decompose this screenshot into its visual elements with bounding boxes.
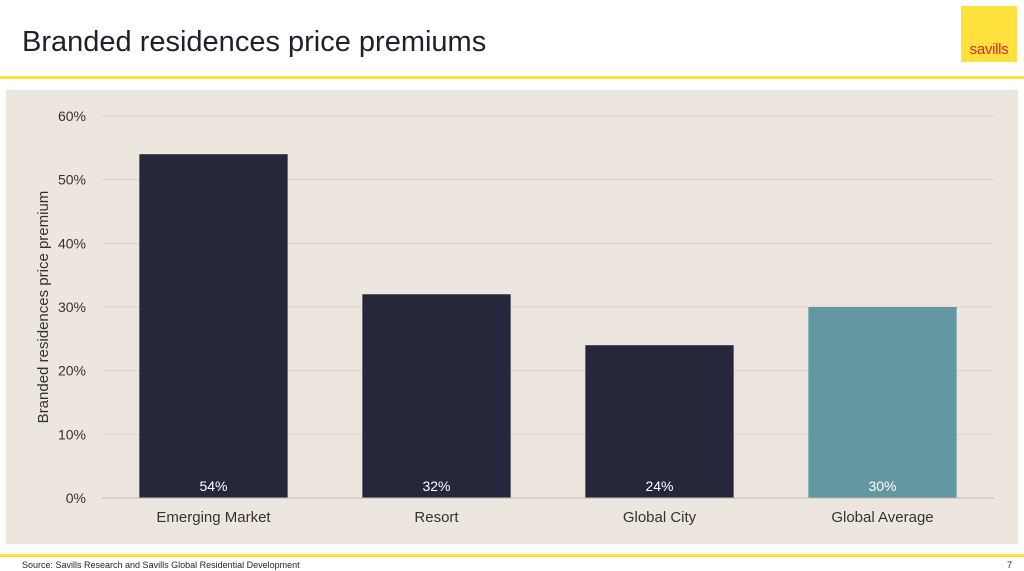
data-label: 54% <box>199 478 227 494</box>
y-tick-label: 30% <box>58 299 86 315</box>
x-tick-label: Resort <box>414 509 459 526</box>
savills-logo: savills <box>961 6 1017 62</box>
y-tick-label: 50% <box>58 172 86 188</box>
data-label: 32% <box>422 478 450 494</box>
x-tick-label: Global Average <box>831 509 933 526</box>
y-tick-label: 40% <box>58 235 86 251</box>
x-tick-label: Emerging Market <box>156 509 271 526</box>
bar <box>139 154 288 498</box>
y-tick-label: 20% <box>58 363 86 379</box>
bar <box>808 307 957 498</box>
y-tick-label: 10% <box>58 426 86 442</box>
bars <box>139 154 957 498</box>
slide-title: Branded residences price premiums <box>22 26 487 58</box>
bar <box>585 345 734 498</box>
top-divider <box>0 76 1024 79</box>
x-axis-ticks: Emerging Market Resort Global City Global A… <box>156 509 933 526</box>
y-axis-ticks: 0% 10% 20% 30% 40% 50% 60% <box>58 108 86 506</box>
bar <box>362 294 511 498</box>
data-label: 24% <box>645 478 673 494</box>
bottom-divider <box>0 554 1024 557</box>
page-number: 7 <box>1006 560 1012 570</box>
data-label: 30% <box>868 478 896 494</box>
chart-panel: 0% 10% 20% 30% 40% 50% 60% 54% 32% 24% 30% Emergi… <box>6 90 1018 544</box>
bar-chart: 0% 10% 20% 30% 40% 50% 60% 54% 32% 24% 30% Emergi… <box>35 108 994 526</box>
y-axis-label: Branded residences price premium <box>35 191 52 424</box>
x-tick-label: Global City <box>623 509 697 526</box>
y-tick-label: 60% <box>58 108 86 124</box>
data-labels: 54% 32% 24% 30% <box>199 478 896 494</box>
logo-text: savills <box>969 41 1009 58</box>
source-note: Source: Savills Research and Savills Glo… <box>22 560 300 570</box>
y-tick-label: 0% <box>66 490 86 506</box>
